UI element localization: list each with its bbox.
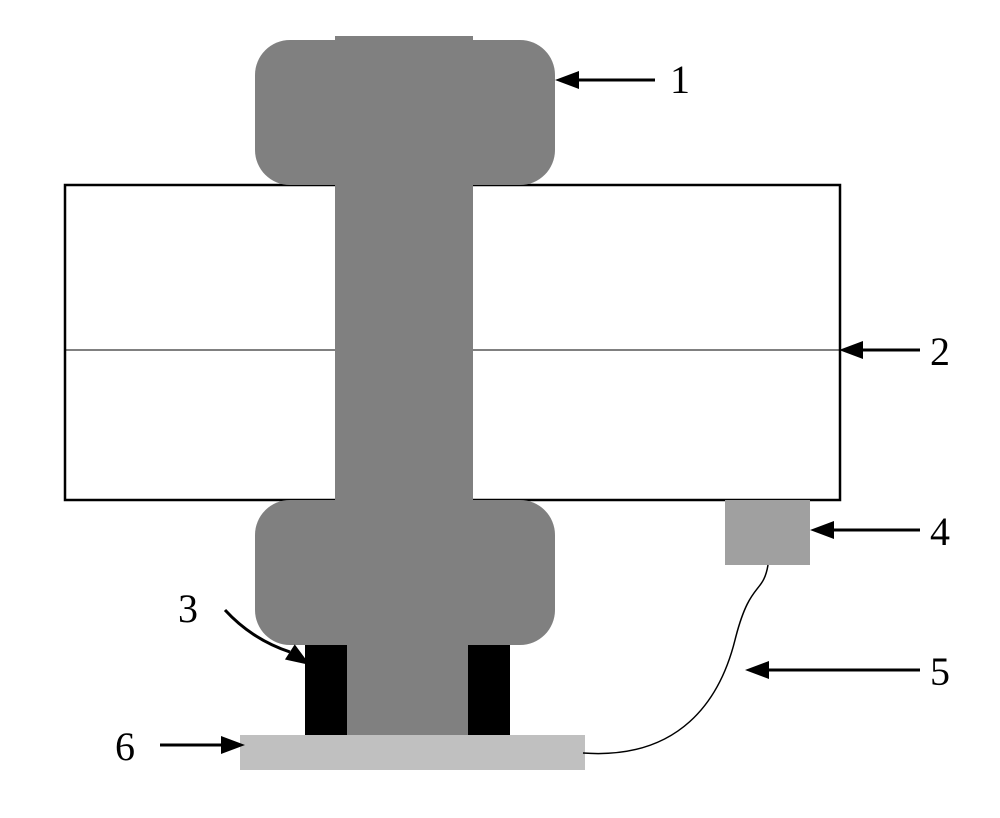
label-6: 6 (115, 723, 135, 770)
arrow-4-head (810, 521, 834, 539)
standoff-right (468, 645, 510, 735)
arrow-1-head (555, 71, 579, 89)
label-2: 2 (930, 328, 950, 375)
label-1: 1 (670, 56, 690, 103)
diagram-svg (0, 0, 1000, 818)
arrow-2-head (839, 341, 863, 359)
bottom-plate (240, 735, 585, 770)
bolt-shaft-lower (335, 498, 473, 761)
diagram-stage: 1 2 4 5 3 6 (0, 0, 1000, 818)
label-3: 3 (178, 585, 198, 632)
arrow-5-head (745, 661, 769, 679)
standoff-left (305, 645, 347, 735)
label-4: 4 (930, 508, 950, 555)
bolt-head (255, 40, 555, 185)
sensor-box (725, 500, 810, 565)
connecting-wire (583, 565, 768, 754)
label-5: 5 (930, 648, 950, 695)
